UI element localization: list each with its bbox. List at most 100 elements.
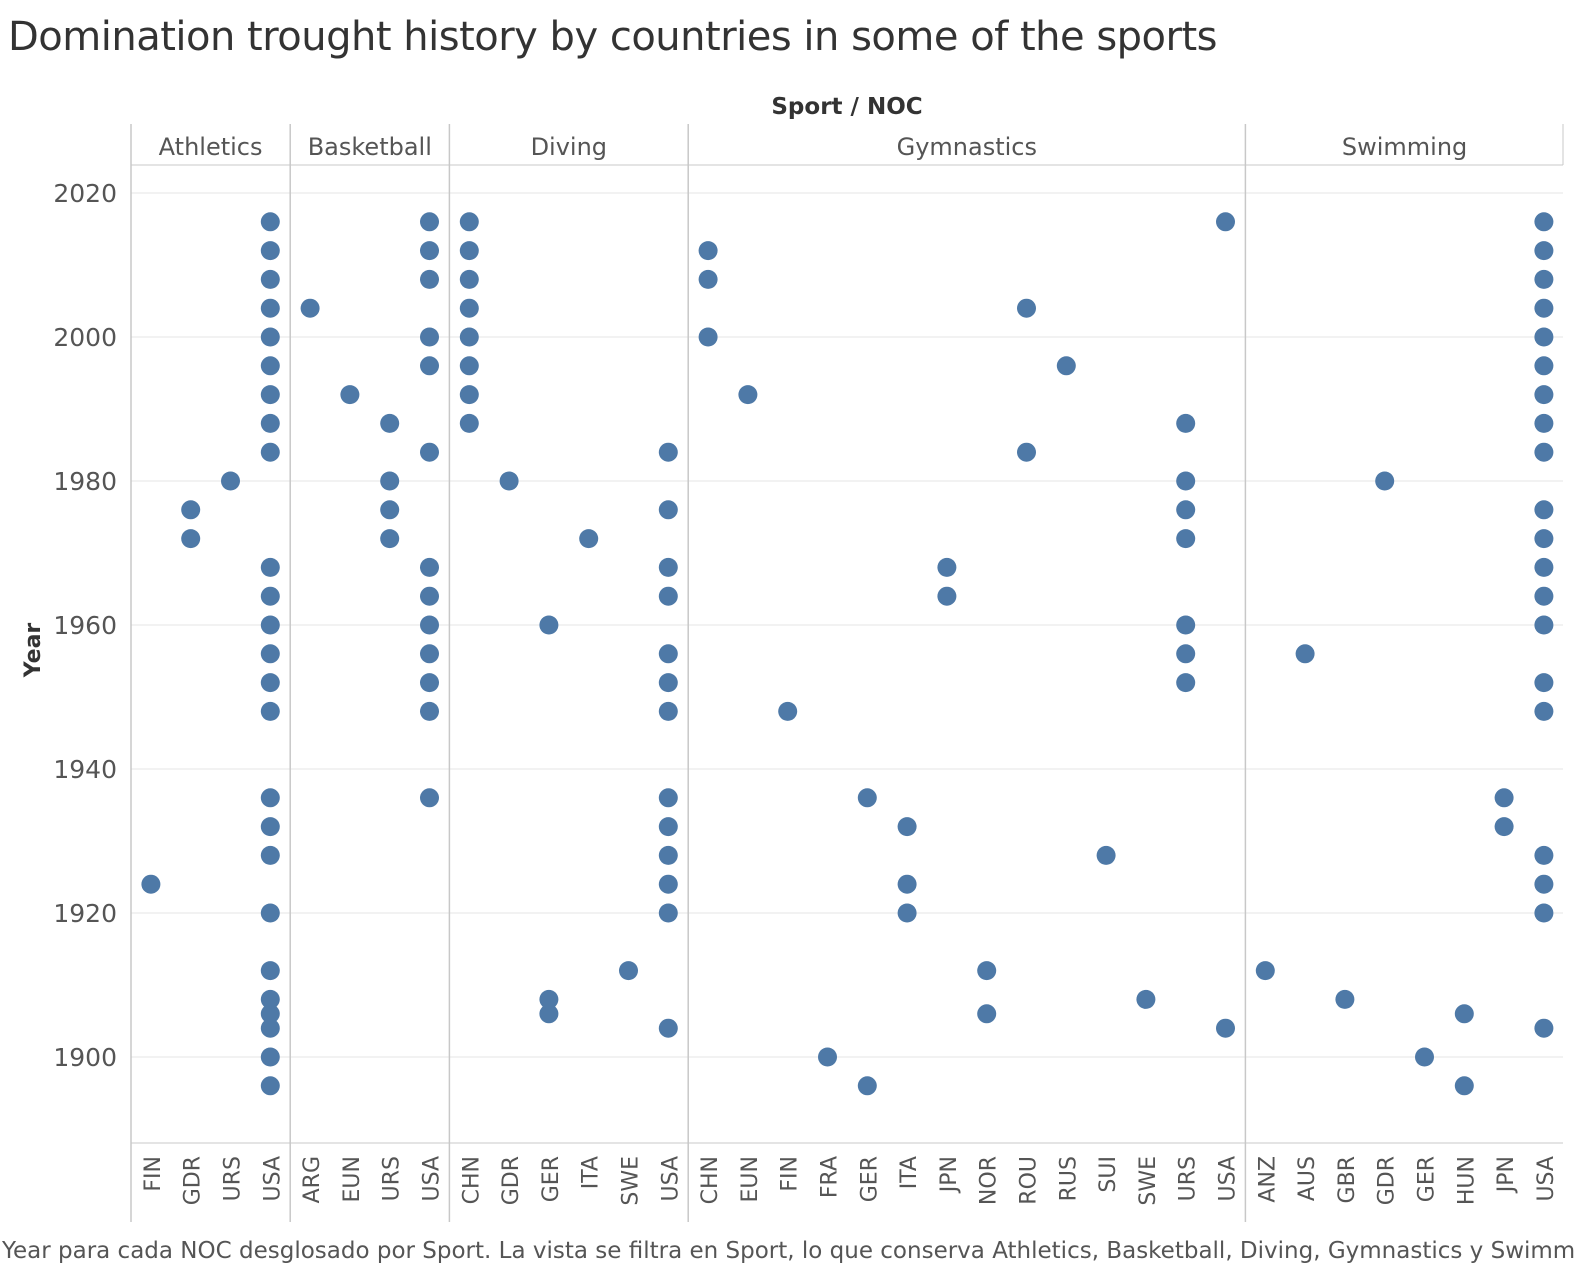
data-point	[499, 471, 519, 491]
data-point	[658, 557, 678, 577]
noc-label: ITA	[897, 1156, 922, 1189]
data-point	[778, 701, 798, 721]
data-point	[260, 442, 280, 462]
data-point	[1534, 298, 1554, 318]
data-point	[260, 845, 280, 865]
data-point	[459, 269, 479, 289]
data-point	[658, 701, 678, 721]
noc-label: USA	[1216, 1156, 1241, 1202]
data-point	[1176, 644, 1196, 664]
data-point	[658, 442, 678, 462]
data-point	[181, 500, 201, 520]
data-point	[1216, 212, 1235, 232]
sport-header-basketball: Basketball	[308, 133, 432, 161]
data-point	[738, 385, 758, 405]
data-point	[539, 989, 559, 1009]
data-point	[1454, 1076, 1474, 1096]
data-point	[260, 1004, 280, 1024]
noc-label: GDR	[181, 1156, 206, 1205]
data-point	[857, 1076, 877, 1096]
data-point	[1534, 413, 1554, 433]
noc-label: URS	[1176, 1156, 1201, 1201]
data-point	[260, 1047, 280, 1067]
data-point	[1017, 442, 1036, 462]
y-tick-label: 2020	[53, 179, 117, 208]
noc-label: GDR	[1375, 1156, 1400, 1205]
column-header-title: Sport / NOC	[771, 94, 922, 120]
data-point	[459, 298, 479, 318]
y-tick-label: 1980	[53, 467, 117, 496]
data-point	[459, 241, 479, 261]
data-point	[658, 817, 678, 837]
data-point	[1534, 701, 1554, 721]
noc-label: ITA	[579, 1156, 604, 1189]
data-point	[539, 1004, 559, 1024]
data-point	[260, 212, 280, 232]
data-point	[897, 817, 917, 837]
data-point	[1176, 673, 1196, 693]
data-point	[260, 701, 280, 721]
data-point	[260, 1076, 280, 1096]
noc-label: GER	[539, 1156, 564, 1202]
y-tick-label: 1960	[53, 611, 117, 640]
data-point	[260, 241, 280, 261]
data-point	[1017, 298, 1036, 318]
data-point	[658, 903, 678, 923]
sport-header-gymnastics: Gymnastics	[897, 133, 1037, 161]
data-point	[420, 701, 439, 721]
data-point	[1415, 1047, 1434, 1067]
noc-label: RUS	[1056, 1156, 1081, 1201]
y-tick-label: 1920	[53, 899, 117, 928]
sport-header-diving: Diving	[531, 133, 607, 161]
data-point	[1534, 500, 1554, 520]
data-point	[260, 385, 280, 405]
noc-label: CHN	[459, 1156, 484, 1204]
data-point	[260, 644, 280, 664]
data-point	[260, 903, 280, 923]
noc-label: HUN	[1454, 1156, 1479, 1205]
data-point	[260, 961, 280, 981]
data-point	[459, 385, 479, 405]
sport-header-athletics: Athletics	[159, 133, 263, 161]
data-point	[260, 586, 280, 606]
data-point	[260, 298, 280, 318]
noc-label: ARG	[300, 1156, 325, 1203]
data-point	[380, 500, 400, 520]
data-point	[221, 471, 240, 491]
data-point	[420, 212, 439, 232]
data-point	[1534, 241, 1554, 261]
data-point	[619, 961, 638, 981]
data-point	[300, 298, 320, 318]
data-point	[1534, 1018, 1554, 1038]
noc-label: URS	[380, 1156, 405, 1201]
data-point	[260, 269, 280, 289]
data-point	[658, 644, 678, 664]
noc-label: SUI	[1096, 1156, 1121, 1193]
y-tick-label: 1900	[53, 1043, 117, 1072]
noc-label: JPN	[1494, 1156, 1519, 1194]
data-point	[1534, 845, 1554, 865]
data-point	[420, 356, 439, 376]
data-point	[1534, 874, 1554, 894]
noc-label: USA	[420, 1156, 445, 1202]
noc-label: CHN	[698, 1156, 723, 1204]
y-axis-label: Year	[21, 623, 46, 679]
data-point	[1454, 1004, 1474, 1024]
data-point	[1534, 673, 1554, 693]
data-point	[380, 529, 400, 549]
data-point	[420, 615, 439, 635]
noc-label: NOR	[977, 1156, 1002, 1205]
data-point	[420, 269, 439, 289]
data-point	[260, 788, 280, 808]
data-point	[1534, 615, 1554, 635]
data-point	[897, 874, 917, 894]
chart-caption: Year para cada NOC desglosado por Sport.…	[2, 1238, 1576, 1264]
data-point	[1534, 356, 1554, 376]
data-point	[260, 989, 280, 1009]
data-point	[698, 241, 718, 261]
data-point	[937, 557, 957, 577]
data-point	[420, 788, 439, 808]
data-point	[1176, 615, 1196, 635]
data-point	[1534, 442, 1554, 462]
data-point	[1534, 586, 1554, 606]
